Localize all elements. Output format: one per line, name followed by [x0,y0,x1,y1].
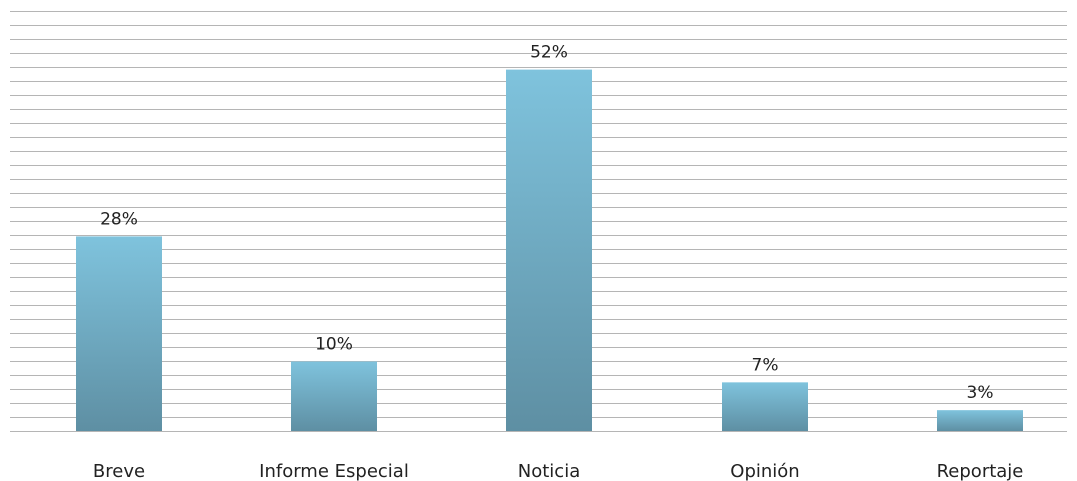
bar-0 [76,236,162,431]
value-label: 52% [530,43,568,63]
bars [76,69,1023,431]
bar-4 [937,410,1023,431]
category-label: Reportaje [937,461,1024,481]
category-label: Noticia [518,461,580,481]
value-label: 7% [752,355,779,375]
category-labels: Breve Informe Especial Noticia Opinión Repor… [93,461,1023,481]
value-label: 3% [967,383,994,403]
value-label: 10% [315,335,353,355]
bar-3 [722,382,808,431]
value-label: 28% [100,209,138,229]
value-labels: 28% 10% 52% 7% 3% [100,43,993,404]
bar-1 [291,361,377,431]
bar-2 [506,69,592,431]
category-label: Opinión [730,461,799,481]
category-label: Breve [93,461,145,481]
category-label: Informe Especial [259,461,409,481]
